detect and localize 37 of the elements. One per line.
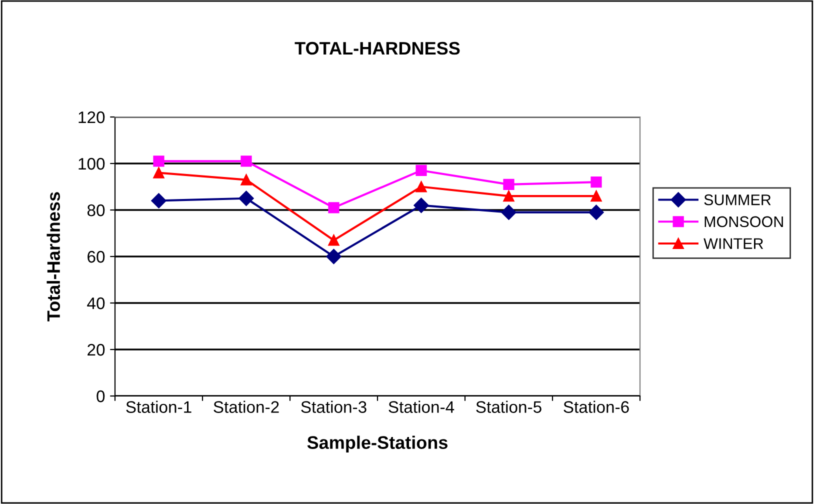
point [416, 164, 427, 176]
legend-label: SUMMER [704, 194, 771, 206]
x-axis-title: Sample-Stations [307, 436, 448, 453]
point [151, 193, 166, 208]
point [240, 156, 252, 167]
point [153, 167, 164, 178]
x-tick-label: Station-6 [564, 400, 629, 413]
point [503, 190, 514, 202]
x-tick-label: Station-3 [301, 400, 366, 413]
y-tick-label: 20 [88, 344, 105, 356]
legend-label: MONSOON [704, 216, 783, 228]
point [153, 156, 164, 167]
y-tick-label: 100 [78, 158, 105, 170]
point [588, 204, 604, 220]
point [328, 234, 340, 246]
x-tick-label: Station-1 [126, 400, 192, 413]
x-tick-label: Station-4 [388, 400, 454, 413]
point [328, 202, 340, 214]
point [503, 178, 514, 190]
y-tick-label: 60 [88, 250, 105, 263]
x-tick-label: Station-2 [214, 400, 279, 413]
point [326, 248, 342, 264]
y-tick-label: 120 [78, 111, 105, 124]
legend-label: WINTER [704, 238, 764, 249]
x-tick-label: Station-5 [476, 400, 542, 413]
point [414, 198, 429, 213]
point [240, 174, 252, 186]
y-tick-label: 0 [96, 390, 105, 402]
point [590, 190, 602, 202]
point [501, 204, 516, 220]
point [590, 176, 602, 188]
point [238, 190, 254, 206]
point [416, 181, 427, 192]
y-axis-title: Total-Hardness [46, 192, 60, 322]
y-tick-label: 40 [87, 297, 105, 310]
chart-title: TOTAL-HARDNESS [294, 42, 460, 55]
y-tick-label: 80 [87, 204, 105, 216]
